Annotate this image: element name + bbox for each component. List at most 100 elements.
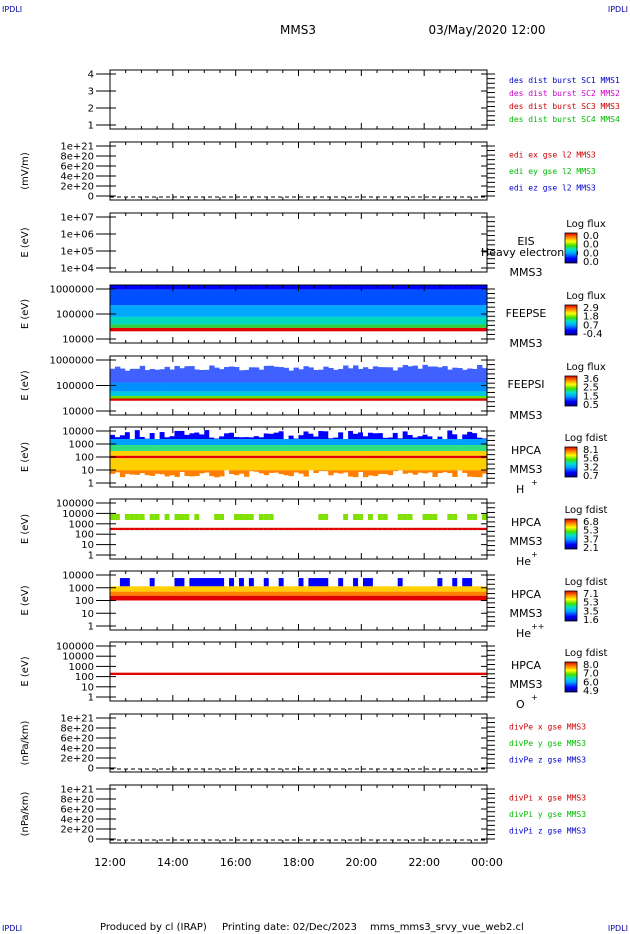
spectrogram-cell (387, 642, 394, 673)
spectrogram-cell (238, 382, 245, 392)
spectrogram-cell (422, 391, 428, 397)
spectrogram-cell (258, 396, 265, 399)
spectrogram-cell (412, 382, 418, 392)
spectrogram-cell (184, 514, 190, 520)
spectrogram-cell (124, 591, 131, 596)
spectrogram-cell (209, 331, 215, 343)
spectrogram-cell (169, 642, 175, 673)
spectrogram-cell (407, 642, 413, 673)
spectrogram-cell (467, 672, 473, 676)
spectrogram-cell (392, 400, 399, 415)
spectrogram-cell (258, 400, 265, 415)
spectrogram-cell (387, 439, 394, 445)
spectrogram-cell (278, 591, 285, 596)
spectrogram-cell (328, 356, 334, 362)
spectrogram-cell (442, 672, 448, 676)
spectrogram-cell (397, 591, 404, 596)
spectrogram-cell (318, 527, 324, 531)
spectrogram-cell (328, 477, 334, 487)
spectrogram-cell (199, 391, 205, 397)
y-tick-label: 8e+20 (60, 152, 94, 163)
colorbar (564, 446, 578, 478)
spectrogram-cell (293, 586, 299, 592)
y-tick-label: 100000 (56, 310, 94, 321)
spectrogram-cell (482, 289, 488, 306)
spectrogram-cell (194, 470, 200, 476)
spectrogram-cell (367, 514, 374, 520)
spectrogram-cell (110, 331, 116, 343)
spectrogram-cell (124, 316, 131, 325)
spectrogram-cell (452, 367, 458, 383)
spectrogram-cell (397, 439, 404, 445)
spectrogram-cell (477, 331, 483, 343)
y-tick-label: 1000000 (49, 285, 94, 296)
y-tick-label: 10 (81, 609, 94, 620)
spectrogram-cell (353, 391, 359, 397)
spectrogram-cell (362, 367, 369, 383)
spectrogram-cell (209, 356, 215, 360)
spectrogram-cell (144, 445, 151, 451)
spectrogram-cell (283, 382, 289, 392)
spectrogram-cell (288, 458, 294, 471)
spectrogram-cell (308, 316, 314, 325)
spectrogram-cell (447, 672, 453, 676)
spectrogram-cell (238, 455, 245, 459)
spectrogram-cell (229, 451, 235, 456)
spectrogram-cell (313, 400, 319, 415)
spectrogram-cell (164, 400, 170, 415)
spectrogram-cell (199, 514, 205, 520)
spectrogram-cell (194, 578, 200, 587)
y-tick-label: 1e+05 (60, 247, 94, 258)
spectrogram-cell (367, 289, 374, 306)
spectrogram-cell (367, 368, 374, 383)
spectrogram-cell (427, 672, 433, 676)
spectrogram-cell (164, 391, 170, 397)
spectrogram-cell (114, 530, 121, 559)
spectrogram-cell (298, 331, 304, 343)
spectrogram-cell (372, 600, 379, 630)
spectrogram-cell (482, 642, 488, 673)
y-tick-label: 100 (75, 453, 94, 464)
spectrogram-cell (402, 439, 409, 445)
spectrogram-cell (199, 451, 205, 456)
spectrogram-cell (427, 382, 433, 392)
spectrogram-cell (224, 600, 230, 630)
spectrogram-cell (184, 356, 190, 360)
spectrogram-cell (323, 530, 329, 559)
footer-printing-date: Printing date: 02/Dec/2023 (222, 922, 357, 933)
spectrogram-cell (293, 331, 299, 343)
spectrogram-cell (467, 458, 473, 471)
y-tick-label: 2e+20 (60, 182, 94, 193)
spectrogram-cell (199, 458, 205, 471)
spectrogram-cell (248, 331, 255, 343)
spectrogram-cell (204, 600, 210, 630)
spectrogram-cell (139, 289, 146, 306)
spectrogram-cell (139, 571, 146, 579)
spectrogram-cell (377, 305, 384, 317)
spectrogram-cell (189, 398, 195, 401)
spectrogram-cell (114, 396, 121, 399)
spectrogram-cell (174, 391, 180, 397)
spectrogram-cell (169, 451, 175, 456)
spectrogram-cell (372, 396, 379, 399)
spectrogram-cell (397, 438, 404, 439)
spectrogram-cell (372, 433, 379, 439)
spectrogram-cell (338, 285, 344, 290)
panel-frame (109, 784, 488, 844)
spectrogram-cell (129, 672, 136, 676)
spectrogram-cell (472, 427, 478, 434)
spectrogram-cell (179, 327, 185, 332)
spectrogram-cell (154, 391, 160, 397)
spectrogram-cell (229, 675, 235, 701)
spectrogram-cell (134, 458, 141, 471)
spectrogram-cell (412, 675, 418, 701)
spectrogram-cell (273, 331, 280, 343)
spectrogram-cell (338, 289, 344, 306)
species-label: H (516, 483, 524, 496)
spectrogram-cell (278, 316, 285, 325)
spectrogram-cell (288, 396, 294, 399)
spectrogram-cell (467, 382, 473, 392)
spectrogram-cell (129, 445, 136, 451)
spectrogram-cell (472, 391, 478, 397)
spectrogram-cell (447, 477, 453, 487)
